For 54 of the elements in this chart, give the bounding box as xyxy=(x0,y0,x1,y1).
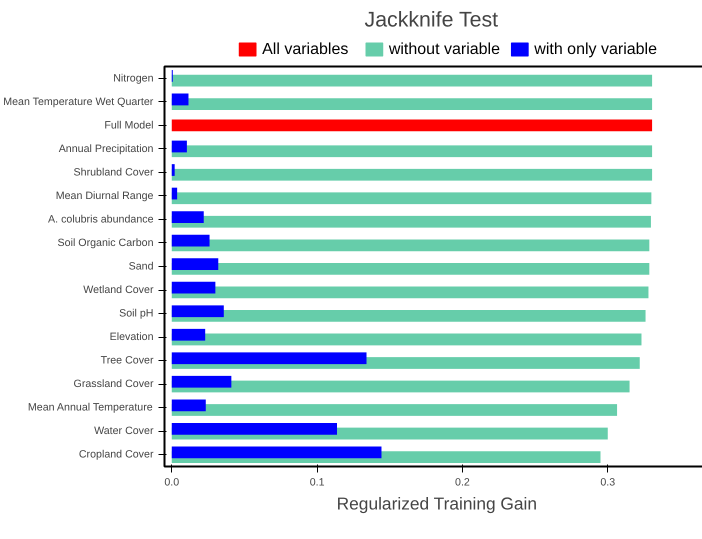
y-tick-label: Annual Precipitation xyxy=(58,142,154,155)
bar xyxy=(172,422,338,435)
y-tick-label: Nitrogen xyxy=(113,72,154,84)
bar xyxy=(172,211,204,223)
bar xyxy=(172,334,642,346)
bar xyxy=(172,74,652,86)
y-tick-label: Mean Temperature Wet Quarter xyxy=(3,96,154,108)
y-tick-label: A. colubris abundance xyxy=(48,213,154,226)
x-tick-label: 0.2 xyxy=(455,476,470,488)
bar xyxy=(172,282,216,294)
bar xyxy=(172,119,652,132)
y-tick-label: Sand xyxy=(128,260,154,272)
y-tick-label: Tree Cover xyxy=(100,354,154,367)
bar xyxy=(172,305,224,318)
bar xyxy=(172,98,652,110)
bar xyxy=(172,446,382,458)
bar xyxy=(172,262,650,275)
y-tick-label: Wetland Cover xyxy=(83,284,154,296)
y-tick-label: Shrubland Cover xyxy=(74,166,154,178)
chart-title: Jackknife Test xyxy=(364,8,498,32)
legend-label: All variables xyxy=(262,41,348,58)
y-tick-label: Water Cover xyxy=(94,425,154,438)
bar xyxy=(172,376,232,388)
y-tick-label: Full Model xyxy=(104,119,154,132)
bar xyxy=(172,239,650,252)
bar xyxy=(172,188,178,200)
y-tick-label: Mean Annual Temperature xyxy=(28,402,153,414)
y-tick-label: Soil pH xyxy=(119,308,154,320)
bar xyxy=(172,234,210,246)
bar xyxy=(172,404,618,416)
legend-label: without variable xyxy=(388,41,500,58)
bar xyxy=(172,140,187,152)
bar xyxy=(172,168,652,181)
bar xyxy=(172,399,206,412)
x-tick-label: 0.3 xyxy=(600,476,616,488)
legend-label: with only variable xyxy=(533,41,658,58)
x-axis-title: Regularized Training Gain xyxy=(336,494,538,514)
bar xyxy=(172,286,648,298)
x-tick-label: 0.1 xyxy=(310,476,325,488)
y-tick-label: Mean Diurnal Range xyxy=(56,190,154,202)
bar xyxy=(172,352,367,364)
bar xyxy=(172,380,630,392)
y-tick-label: Elevation xyxy=(110,331,154,344)
bar xyxy=(172,94,188,106)
bar xyxy=(172,310,646,322)
bar xyxy=(172,258,218,270)
y-tick-label: Grassland Cover xyxy=(74,378,154,390)
y-tick-label: Cropland Cover xyxy=(78,448,154,461)
bar xyxy=(172,192,652,204)
bar xyxy=(172,216,651,228)
bar xyxy=(172,145,652,158)
y-tick-label: Soil Organic Carbon xyxy=(58,236,154,249)
bar xyxy=(172,328,206,341)
x-tick-label: 0.0 xyxy=(164,476,180,488)
